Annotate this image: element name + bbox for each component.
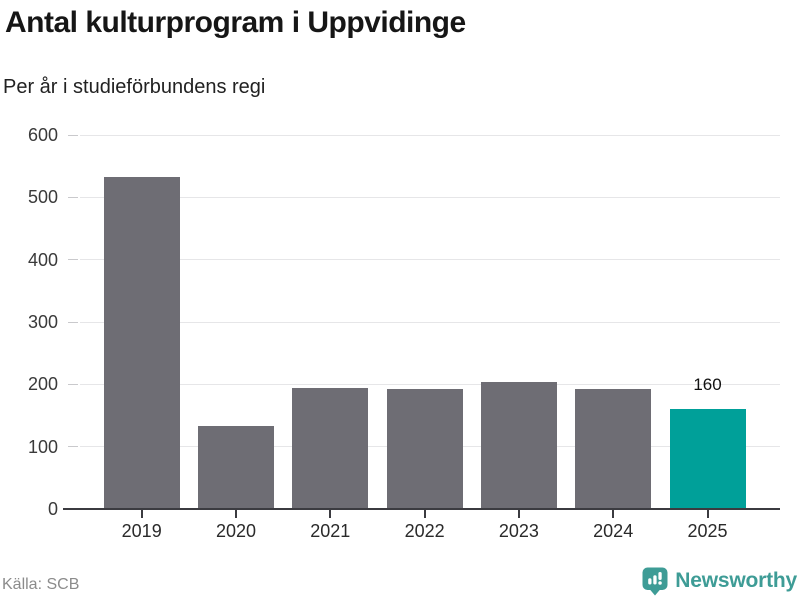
y-axis-tick-label: 400 xyxy=(27,249,58,270)
bar xyxy=(103,176,180,509)
x-tick-mark xyxy=(423,510,426,518)
y-axis-tick-label: 500 xyxy=(27,187,58,208)
chart-title: Antal kulturprogram i Uppvidinge xyxy=(5,6,466,39)
x-axis-tick-label: 2024 xyxy=(593,521,634,541)
y-grid-tick xyxy=(68,383,78,385)
y-grid-tick xyxy=(68,321,78,323)
bar xyxy=(575,388,652,509)
y-gridline xyxy=(80,134,780,136)
y-grid-tick xyxy=(68,259,78,261)
y-axis-tick-label: 200 xyxy=(27,374,58,395)
y-grid-tick xyxy=(68,134,78,136)
x-tick-mark xyxy=(706,510,709,518)
newsworthy-logo[interactable]: Newsworthy xyxy=(642,565,797,597)
y-gridline xyxy=(80,259,780,261)
chart-subtitle: Per år i studieförbundens regi xyxy=(3,76,266,98)
x-axis-line xyxy=(63,508,780,510)
bar-value-label: 160 xyxy=(693,375,722,395)
y-grid-tick xyxy=(68,196,78,198)
x-tick-mark xyxy=(329,510,332,518)
x-tick-mark xyxy=(612,510,615,518)
x-axis-tick-label: 2023 xyxy=(498,521,539,541)
x-axis-tick-label: 2019 xyxy=(121,521,162,541)
x-tick-mark xyxy=(140,510,143,518)
bar xyxy=(480,381,557,509)
y-gridline xyxy=(80,321,780,323)
y-axis-tick-label: 100 xyxy=(27,436,58,457)
x-tick-mark xyxy=(517,510,520,518)
x-tick-mark xyxy=(235,510,237,518)
y-axis-tick-label: 0 xyxy=(47,499,58,519)
y-gridline xyxy=(80,383,780,385)
y-axis-tick-label: 600 xyxy=(27,125,58,145)
y-grid-tick xyxy=(68,446,78,448)
source-label: Källa: SCB xyxy=(2,576,80,593)
y-gridline xyxy=(80,196,780,198)
newsworthy-logo-icon xyxy=(642,567,668,596)
newsworthy-logo-text: Newsworthy xyxy=(675,569,797,592)
x-axis-tick-label: 2025 xyxy=(687,521,728,541)
x-axis-tick-label: 2021 xyxy=(310,521,351,541)
bar xyxy=(292,388,369,509)
x-axis-tick-label: 2022 xyxy=(404,521,445,541)
bar xyxy=(386,389,463,509)
bar xyxy=(669,409,746,509)
y-axis-tick-label: 300 xyxy=(27,312,58,332)
x-axis-tick-label: 2020 xyxy=(215,521,257,541)
bar xyxy=(198,426,274,509)
